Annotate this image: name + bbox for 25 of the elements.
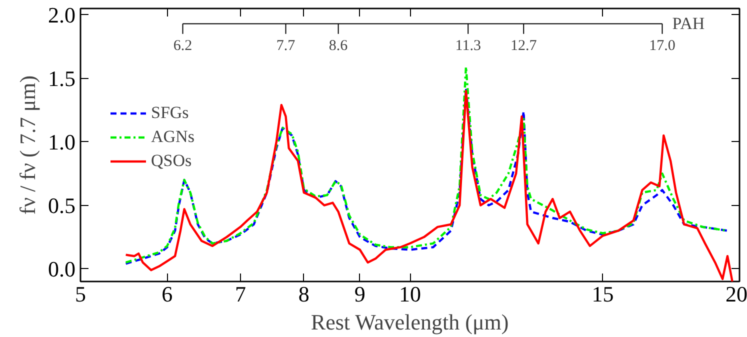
x-tick-label: 8	[298, 282, 310, 306]
ref-line-label: 11.3	[455, 38, 481, 54]
y-axis-title: fν / fν ( 7.7 μm)	[15, 75, 40, 215]
legend-label: QSOs	[151, 151, 192, 171]
x-tick-label: 15	[592, 282, 614, 306]
x-tick-label: 6	[162, 282, 173, 306]
annotation: PAH	[672, 14, 705, 34]
y-tick-label: 0.5	[48, 192, 76, 218]
x-tick-label: 10	[399, 282, 421, 306]
legend-label: AGNs	[151, 127, 194, 147]
y-tick-label: 2.0	[48, 2, 76, 28]
y-tick-label: 1.5	[48, 66, 76, 91]
ref-line-label: 17.0	[649, 38, 676, 54]
ref-line-label: 7.7	[276, 38, 296, 54]
y-tick-label: 0.0	[48, 256, 76, 282]
x-axis-title: Rest Wavelength (μm)	[310, 310, 509, 334]
y-tick-label: 1.0	[48, 129, 76, 154]
ref-line-label: 6.2	[173, 38, 192, 54]
x-tick-label: 5	[75, 282, 86, 306]
x-tick-label: 20	[726, 282, 747, 306]
x-tick-label: 7	[234, 282, 246, 306]
x-tick-label: 9	[354, 282, 366, 306]
legend-label: SFGs	[151, 103, 189, 123]
ref-line-label: 8.6	[328, 38, 348, 54]
ref-line-label: 12.7	[510, 38, 538, 54]
